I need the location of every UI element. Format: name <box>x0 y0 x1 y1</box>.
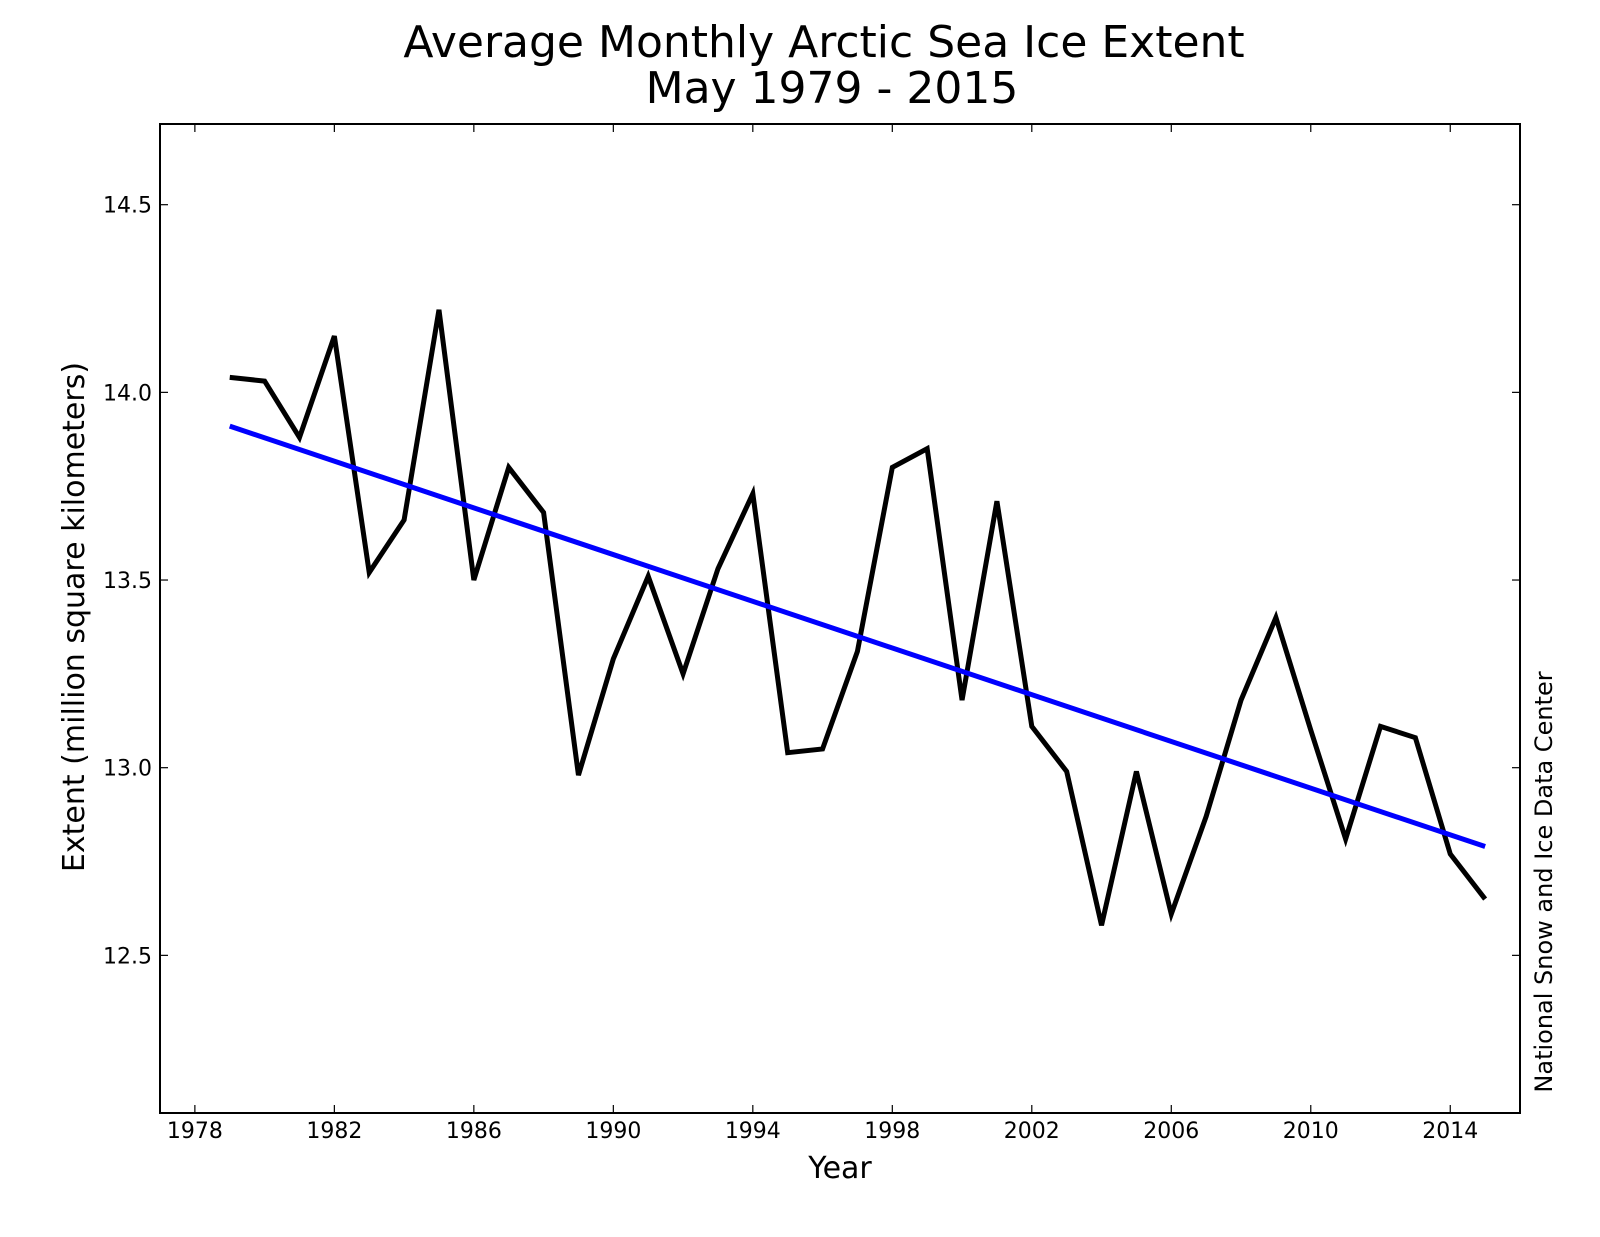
x-tick-label: 1978 <box>167 1119 223 1144</box>
series-layer <box>228 309 1488 926</box>
y-tick-label: 13.0 <box>103 757 152 782</box>
credit-label: National Snow and Ice Data Center <box>1530 671 1558 1092</box>
x-tick-label: 1994 <box>725 1119 781 1144</box>
y-axis-ticks: 12.5 13.0 13.5 14.0 14.5 <box>103 194 1520 969</box>
x-tick-label: 2014 <box>1422 1119 1478 1144</box>
x-tick-label: 2002 <box>1004 1119 1060 1144</box>
x-tick-label: 1986 <box>446 1119 502 1144</box>
y-tick-label: 14.0 <box>103 381 152 406</box>
x-tick-label: 1998 <box>864 1119 920 1144</box>
plot-area-frame <box>159 123 1521 1114</box>
y-tick-label: 13.5 <box>103 569 152 594</box>
series-line-linear-trend <box>228 423 1486 849</box>
chart-title: Average Monthly Arctic Sea Ice Extent <box>403 17 1244 68</box>
x-tick-label: 1982 <box>306 1119 362 1144</box>
x-axis-ticks: 1978 1982 1986 1990 1994 1998 2002 2006 2010 2014 <box>167 124 1478 1144</box>
series-line-monthly-extent <box>229 309 1488 926</box>
x-tick-label: 2006 <box>1143 1119 1199 1144</box>
y-tick-label: 14.5 <box>103 194 152 219</box>
x-tick-label: 1990 <box>585 1119 641 1144</box>
chart-subtitle: May 1979 - 2015 <box>646 63 1019 114</box>
x-tick-label: 2010 <box>1283 1119 1339 1144</box>
y-tick-label: 12.5 <box>103 944 152 969</box>
x-axis-label: Year <box>807 1151 872 1186</box>
y-axis-label: Extent (million square kilometers) <box>57 362 92 872</box>
